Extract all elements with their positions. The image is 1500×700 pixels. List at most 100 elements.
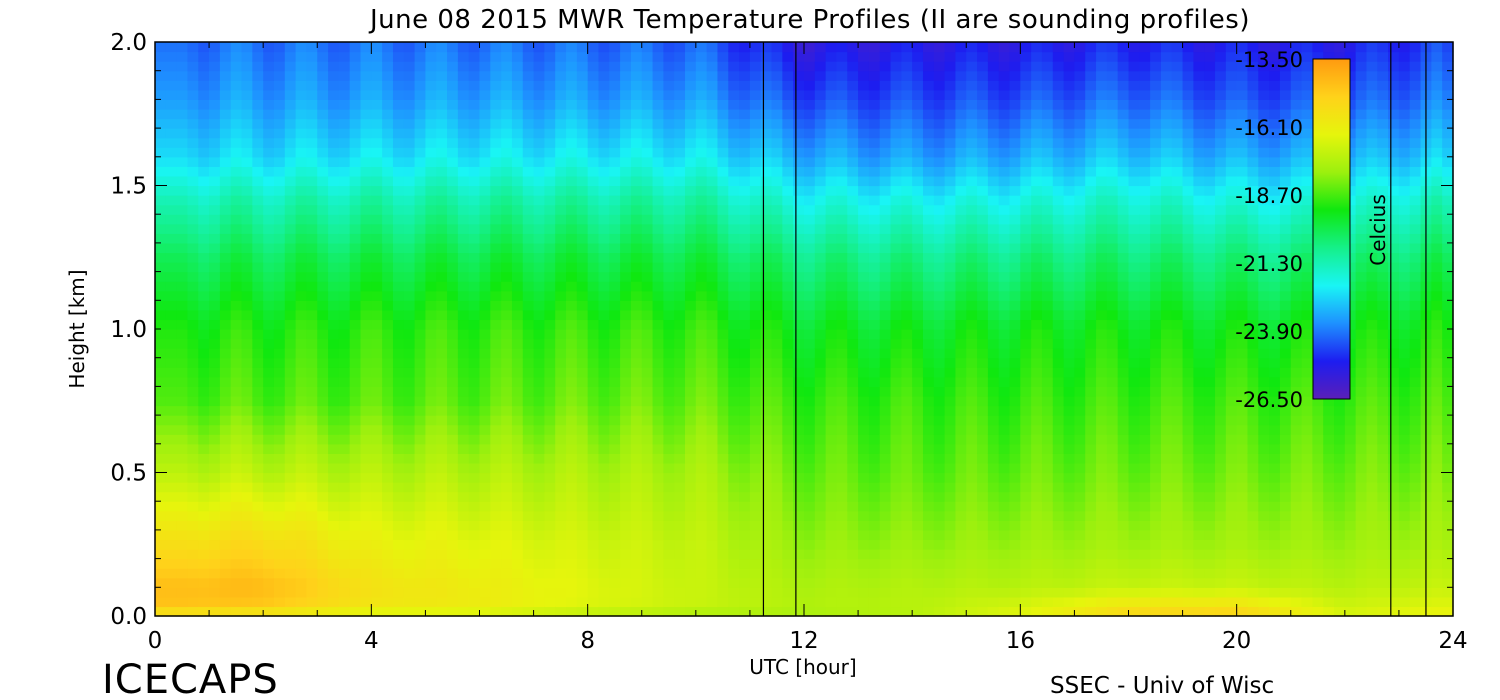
heatmap-cell — [447, 319, 459, 330]
heatmap-cell — [328, 376, 340, 387]
heatmap-cell — [890, 606, 902, 617]
heatmap-cell — [273, 405, 286, 416]
heatmap-cell — [933, 147, 946, 158]
heatmap-cell — [349, 453, 362, 464]
heatmap-cell — [479, 453, 491, 464]
heatmap-cell — [879, 462, 892, 474]
heatmap-cell — [652, 185, 664, 196]
heatmap-cell — [717, 51, 729, 62]
heatmap-cell — [155, 99, 167, 110]
heatmap-cell — [695, 424, 708, 435]
heatmap-cell — [609, 61, 621, 72]
heatmap-cell — [544, 147, 556, 158]
heatmap-cell — [609, 329, 621, 340]
heatmap-cell — [663, 357, 675, 368]
heatmap-cell — [955, 252, 967, 263]
heatmap-cell — [263, 472, 275, 483]
heatmap-cell — [306, 596, 318, 608]
heatmap-cell — [392, 596, 405, 608]
heatmap-cell — [804, 329, 816, 340]
heatmap-cell — [847, 558, 859, 569]
heatmap-cell — [836, 281, 848, 292]
heatmap-cell — [912, 290, 924, 301]
heatmap-cell — [793, 501, 805, 512]
heatmap-cell — [922, 472, 935, 483]
heatmap-cell — [155, 501, 167, 512]
heatmap-cell — [187, 195, 199, 206]
heatmap-cell — [544, 137, 556, 148]
heatmap-cell — [836, 510, 848, 521]
heatmap-cell — [1041, 223, 1054, 234]
heatmap-cell — [836, 223, 848, 234]
heatmap-cell — [966, 472, 978, 483]
heatmap-cell — [165, 558, 178, 569]
heatmap-cell — [576, 424, 589, 435]
heatmap-cell — [998, 156, 1011, 167]
heatmap-cell — [674, 195, 686, 206]
heatmap-cell — [457, 405, 470, 416]
heatmap-cell — [576, 89, 589, 100]
heatmap-cell — [176, 252, 189, 263]
heatmap-cell — [273, 223, 286, 234]
heatmap-cell — [847, 156, 859, 167]
heatmap-cell — [479, 185, 491, 196]
heatmap-cell — [760, 80, 773, 91]
heatmap-cell — [511, 185, 524, 196]
heatmap-cell — [912, 309, 924, 321]
heatmap-cell — [219, 204, 232, 215]
heatmap-cell — [912, 348, 924, 359]
heatmap-cell — [706, 214, 719, 225]
heatmap-cell — [912, 214, 924, 225]
heatmap-cell — [468, 80, 481, 91]
heatmap-cell — [739, 568, 751, 579]
heatmap-cell — [317, 252, 329, 263]
heatmap-cell — [317, 89, 329, 100]
heatmap-cell — [349, 319, 362, 330]
heatmap-cell — [338, 185, 351, 196]
heatmap-cell — [360, 175, 372, 187]
heatmap-cell — [749, 108, 762, 120]
heatmap-cell — [901, 108, 913, 120]
heatmap-cell — [977, 166, 989, 177]
heatmap-cell — [317, 118, 329, 129]
heatmap-cell — [739, 204, 751, 215]
heatmap-cell — [576, 386, 589, 397]
heatmap-cell — [263, 242, 275, 254]
heatmap-cell — [544, 185, 556, 196]
heatmap-cell — [630, 281, 643, 292]
heatmap-cell — [284, 185, 297, 196]
heatmap-cell — [1020, 300, 1032, 311]
heatmap-cell — [273, 367, 286, 378]
heatmap-cell — [933, 443, 946, 454]
heatmap-cell — [273, 472, 286, 483]
heatmap-cell — [836, 242, 848, 254]
heatmap-cell — [858, 577, 870, 588]
heatmap-cell — [392, 242, 405, 254]
heatmap-cell — [479, 568, 491, 579]
heatmap-cell — [306, 147, 318, 158]
heatmap-cell — [1041, 242, 1054, 254]
heatmap-cell — [933, 472, 946, 483]
heatmap-cell — [176, 51, 189, 62]
heatmap-cell — [706, 491, 719, 502]
heatmap-cell — [230, 395, 243, 407]
heatmap-cell — [533, 300, 545, 311]
heatmap-cell — [457, 108, 470, 120]
heatmap-cell — [382, 204, 394, 215]
heatmap-cell — [901, 443, 913, 454]
heatmap-cell — [544, 348, 556, 359]
heatmap-cell — [1009, 319, 1021, 330]
heatmap-cell — [977, 434, 989, 445]
heatmap-cell — [511, 195, 524, 206]
heatmap-cell — [652, 137, 664, 148]
heatmap-cell — [879, 424, 892, 435]
heatmap-cell — [295, 558, 308, 569]
heatmap-cell — [522, 300, 535, 311]
heatmap-cell — [479, 539, 491, 550]
heatmap-cell — [198, 118, 210, 129]
heatmap-cell — [328, 549, 340, 560]
heatmap-cell — [814, 262, 827, 273]
heatmap-cell — [966, 185, 978, 196]
heatmap-cell — [944, 271, 957, 282]
heatmap-cell — [728, 118, 740, 129]
